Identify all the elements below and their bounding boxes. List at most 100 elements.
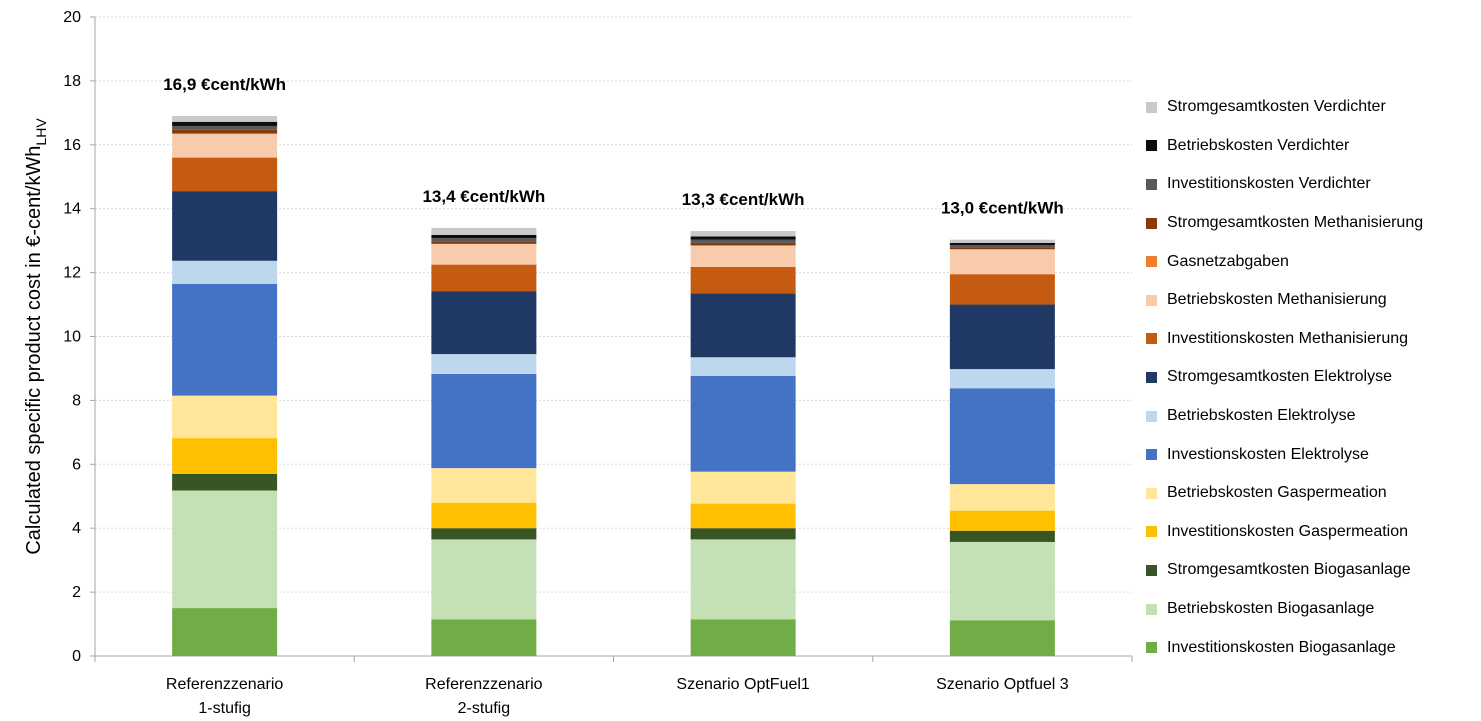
legend-label: Investitionskosten Biogasanlage	[1167, 638, 1396, 656]
legend-item: Stromgesamtkosten Biogasanlage	[1146, 551, 1481, 590]
bar-segment	[431, 373, 537, 469]
bar-segment	[172, 121, 278, 126]
legend-swatch	[1146, 178, 1157, 190]
y-axis-label-main: Calculated specific product cost in €-ce…	[23, 146, 45, 555]
bar-segment	[431, 241, 537, 244]
category-label-line2: 1-stufig	[198, 700, 250, 717]
y-tick-label: 20	[63, 9, 81, 26]
category-label: Szenario OptFuel1	[676, 676, 810, 693]
bar-segment	[690, 619, 796, 656]
legend-swatch	[1146, 564, 1157, 576]
legend-item: Investitionskosten Verdichter	[1146, 165, 1481, 204]
bar-segment	[172, 283, 278, 396]
legend-label: Stromgesamtkosten Elektrolyse	[1167, 368, 1392, 386]
legend-item: Stromgesamtkosten Elektrolyse	[1146, 358, 1481, 397]
bar-segment	[949, 249, 1055, 275]
category-label: Referenzzenario	[425, 676, 543, 693]
bar-segment	[172, 260, 278, 284]
bar-segment	[172, 395, 278, 439]
y-tick-label: 16	[63, 137, 81, 154]
legend-label: Betriebskosten Elektrolyse	[1167, 407, 1356, 425]
bar-segment	[949, 620, 1055, 656]
total-label: 13,0 €cent/kWh	[941, 199, 1064, 218]
legend-label: Investitionskosten Methanisierung	[1167, 329, 1409, 347]
legend-swatch	[1146, 217, 1157, 229]
bar-segment	[690, 266, 796, 294]
legend-item: Betriebskosten Verdichter	[1146, 127, 1481, 166]
labels: 16,9 €cent/kWh Referenzzenario 1-stufig 13,…	[163, 75, 1069, 717]
bar-segment	[690, 239, 796, 243]
bar-segment	[949, 388, 1055, 485]
bar-segment	[431, 291, 537, 355]
legend-label: Investionskosten Elektrolyse	[1167, 445, 1369, 463]
bar-segment	[431, 354, 537, 374]
legend-item: Betriebskosten Gaspermeation	[1146, 474, 1481, 513]
legend-swatch	[1146, 256, 1157, 268]
bar-segment	[172, 608, 278, 656]
bar-segment	[172, 490, 278, 609]
bar-segment	[431, 234, 537, 239]
bar-segment	[431, 619, 537, 656]
legend-label: Stromgesamtkosten Biogasanlage	[1167, 561, 1411, 579]
y-axis-label: Calculated specific product cost in €-ce…	[23, 118, 49, 555]
bar-segment	[172, 191, 278, 261]
legend-label: Betriebskosten Biogasanlage	[1167, 600, 1375, 618]
total-label: 16,9 €cent/kWh	[163, 75, 286, 94]
bar-segment	[431, 264, 537, 292]
legend-swatch	[1146, 294, 1157, 306]
bar-segment	[690, 293, 796, 358]
bar-segment	[690, 471, 796, 504]
legend-label: Gasnetzabgaben	[1167, 252, 1289, 270]
bar-segment	[949, 510, 1055, 531]
bar-segment	[949, 274, 1055, 305]
legend-label: Stromgesamtkosten Verdichter	[1167, 98, 1386, 116]
bar-segment	[431, 502, 537, 529]
bar-segment	[172, 473, 278, 491]
bar-segment	[172, 157, 278, 192]
bar-segment	[949, 247, 1055, 250]
bar-segment	[431, 528, 537, 540]
legend-item: Investitionskosten Gaspermeation	[1146, 513, 1481, 552]
legend-label: Investitionskosten Gaspermeation	[1167, 522, 1409, 540]
category-label: Szenario Optfuel 3	[936, 676, 1069, 693]
legend-item: Stromgesamtkosten Verdichter	[1146, 88, 1481, 127]
bar-segment	[690, 503, 796, 529]
legend-swatch	[1146, 642, 1157, 654]
category-label: Referenzzenario	[166, 676, 284, 693]
bar-segment	[172, 129, 278, 134]
bar-segment	[172, 125, 278, 130]
legend-item: Investitionskosten Biogasanlage	[1146, 628, 1481, 667]
bar-segment	[949, 242, 1055, 246]
legend-label: Betriebskosten Methanisierung	[1167, 291, 1387, 309]
bar-segment	[949, 541, 1055, 621]
bar-segment	[949, 530, 1055, 542]
legend-label: Investitionskosten Verdichter	[1167, 175, 1371, 193]
y-tick-label: 12	[63, 265, 81, 282]
legend-swatch	[1146, 101, 1157, 113]
bar-segment	[690, 236, 796, 240]
legend-swatch	[1146, 526, 1157, 538]
y-tick-label: 2	[72, 584, 81, 601]
legend-label: Stromgesamtkosten Methanisierung	[1167, 214, 1424, 232]
legend-swatch	[1146, 449, 1157, 461]
legend-item: Investionskosten Elektrolyse	[1146, 435, 1481, 474]
y-tick-label: 0	[72, 648, 81, 665]
y-axis-label-sub: LHV	[33, 118, 49, 146]
bar-segment	[949, 239, 1055, 243]
bar-segment	[949, 245, 1055, 248]
bar-segment	[431, 539, 537, 620]
bar-segment	[949, 304, 1055, 370]
y-tick-label: 14	[63, 201, 81, 218]
bar-segment	[431, 243, 537, 265]
legend-swatch	[1146, 487, 1157, 499]
bar-segment	[690, 357, 796, 376]
legend-swatch	[1146, 371, 1157, 383]
bar-segment	[949, 369, 1055, 389]
legend-item: Stromgesamtkosten Methanisierung	[1146, 204, 1481, 243]
total-label: 13,3 €cent/kWh	[682, 190, 805, 209]
bar-segment	[431, 227, 537, 235]
category-label-line2: 2-stufig	[458, 700, 510, 717]
legend-item: Betriebskosten Elektrolyse	[1146, 397, 1481, 436]
bar-segment	[690, 242, 796, 246]
total-label: 13,4 €cent/kWh	[422, 187, 545, 206]
